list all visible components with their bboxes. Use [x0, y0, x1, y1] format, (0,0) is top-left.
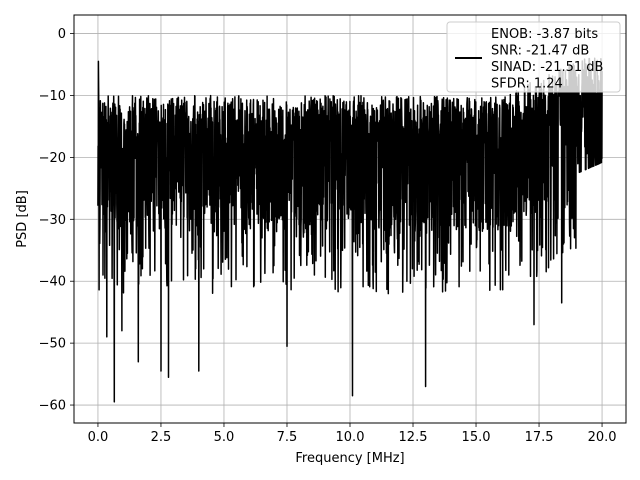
x-tick-label: 10.0	[336, 430, 365, 445]
legend: ENOB: -3.87 bits SNR: -21.47 dB SINAD: -21…	[446, 21, 621, 93]
legend-label-line: SFDR: 1.24	[491, 77, 563, 92]
y-tick-label: 0	[58, 27, 66, 42]
legend-label-line: ENOB: -3.87 bits	[491, 27, 598, 42]
x-tick-label: 5.0	[214, 430, 235, 445]
y-tick-label: −50	[39, 337, 66, 352]
x-tick-label: 2.5	[151, 430, 172, 445]
x-tick-label: 12.5	[399, 430, 428, 445]
y-axis: 0 −10 −20 −30 −40 −50 −60	[39, 27, 74, 414]
x-tick-label: 7.5	[277, 430, 298, 445]
x-tick-label: 0.0	[88, 430, 109, 445]
x-axis: 0.0 2.5 5.0 7.5 10.0 12.5 15.0 17.5 20.0	[88, 423, 617, 445]
legend-box	[446, 21, 621, 93]
legend-label-line: SINAD: -21.51 dB	[491, 60, 603, 75]
psd-line-layer	[97, 57, 603, 403]
x-axis-label: Frequency [MHz]	[295, 451, 404, 466]
legend-label: ENOB: -3.87 bits SNR: -21.47 dB SINAD: -21…	[491, 27, 603, 92]
y-tick-label: −20	[39, 151, 66, 166]
y-axis-label: PSD [dB]	[15, 190, 30, 248]
legend-label-line: SNR: -21.47 dB	[491, 44, 589, 59]
y-tick-label: −60	[39, 399, 66, 414]
x-tick-label: 20.0	[588, 430, 617, 445]
x-tick-label: 15.0	[462, 430, 491, 445]
psd-series-line	[97, 57, 603, 403]
x-tick-label: 17.5	[525, 430, 554, 445]
y-tick-label: −30	[39, 213, 66, 228]
y-tick-label: −10	[39, 89, 66, 104]
y-tick-label: −40	[39, 275, 66, 290]
